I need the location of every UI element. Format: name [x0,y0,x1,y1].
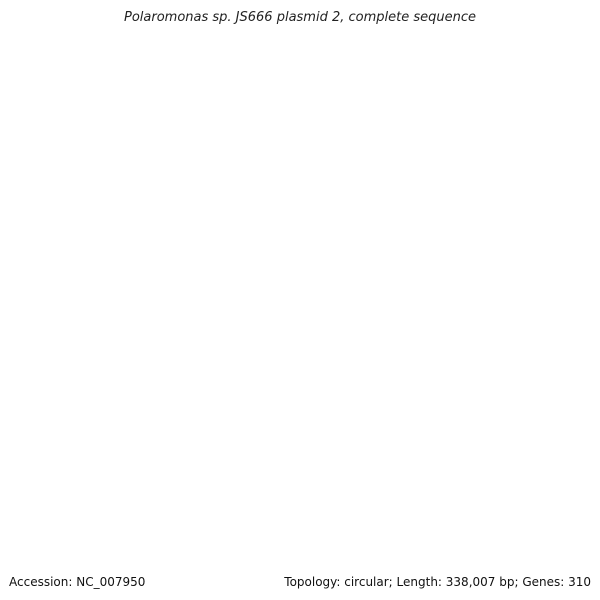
accession-label: Accession: NC_007950 [9,575,146,589]
map-title: Polaromonas sp. JS666 plasmid 2, complet… [123,10,476,25]
topology-summary: Topology: circular; Length: 338,007 bp; … [284,575,591,589]
